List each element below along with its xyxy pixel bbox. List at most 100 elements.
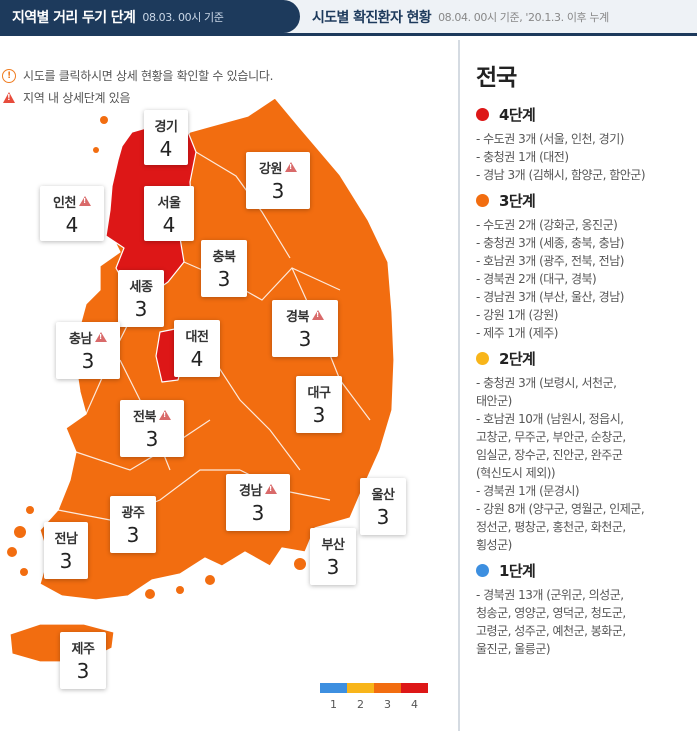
region-level: 3: [312, 403, 326, 427]
region-level: 3: [217, 267, 231, 291]
warning-icon: [3, 92, 15, 103]
level-dot-icon: [476, 564, 489, 577]
region-name: 경북: [286, 310, 309, 325]
region-level: 3: [81, 349, 95, 373]
region-incheon[interactable]: 인천 4: [40, 186, 104, 241]
region-chungnam[interactable]: 충남 3: [56, 322, 120, 379]
level-item: - 충청권 1개 (대전): [476, 150, 569, 164]
warning-icon: [94, 332, 107, 342]
level-item: 울진군, 울릉군): [476, 642, 551, 656]
legend-label: 1: [330, 698, 337, 711]
warning-notice: 지역 내 상세단계 있음: [2, 89, 131, 106]
level-item: 태안군): [476, 394, 512, 408]
warning-icon: [158, 410, 171, 420]
region-jeonnam[interactable]: 전남 3: [44, 522, 88, 579]
legend-label: 2: [357, 698, 364, 711]
level-heading: 2단계: [476, 348, 696, 369]
level-item: 청송군, 영양군, 영덕군, 청도군,: [476, 606, 626, 620]
region-gyeonggi[interactable]: 경기 4: [144, 110, 188, 165]
level-legend: 1 2 3 4: [320, 683, 428, 711]
region-gangwon[interactable]: 강원 3: [246, 152, 310, 209]
region-name: 대전: [185, 330, 209, 345]
region-sejong[interactable]: 세종 3: [118, 270, 164, 327]
region-level: 3: [76, 659, 90, 683]
tab-title: 지역별 거리 두기 단계: [12, 9, 136, 26]
tab-subtitle: 08.03. 00시 기준: [142, 10, 224, 24]
region-name: 경남: [239, 484, 262, 499]
level-item: 정선군, 평창군, 홍천군, 화천군,: [476, 520, 626, 534]
region-name: 강원: [259, 162, 282, 177]
region-name: 전북: [133, 410, 156, 425]
region-busan[interactable]: 부산 3: [310, 528, 356, 585]
region-chungbuk[interactable]: 충북 3: [201, 240, 247, 297]
legend-bar-level2: [347, 683, 374, 693]
region-name: 광주: [121, 506, 145, 521]
region-level: 3: [251, 501, 265, 525]
level-heading: 1단계: [476, 560, 696, 581]
region-level: 3: [326, 555, 340, 579]
tab-subtitle: 08.04. 00시 기준, '20.1.3. 이후 누계: [438, 10, 609, 24]
level-list: 4단계 - 수도권 3개 (서울, 인천, 경기) - 충청권 1개 (대전) - 경…: [476, 104, 696, 658]
level-item: - 충청권 3개 (보령시, 서천군,: [476, 376, 617, 390]
warning-icon: [284, 162, 297, 172]
level-item: - 제주 1개 (제주): [476, 326, 558, 340]
region-gyeongbuk[interactable]: 경북 3: [272, 300, 338, 357]
level-dot-icon: [476, 108, 489, 121]
level-item: - 수도권 2개 (강화군, 옹진군): [476, 218, 618, 232]
panel-divider: [458, 40, 460, 731]
legend-label: 3: [384, 698, 391, 711]
level-label: 4단계: [499, 106, 536, 124]
level-heading: 4단계: [476, 104, 696, 125]
region-level: 4: [65, 213, 79, 237]
tab-confirmed-cases[interactable]: 시도별 확진환자 현황 08.04. 00시 기준, '20.1.3. 이후 누…: [310, 0, 609, 33]
region-level: 3: [126, 523, 140, 547]
click-notice-text: 시도를 클릭하시면 상세 현황을 확인할 수 있습니다.: [23, 69, 274, 83]
region-seoul[interactable]: 서울 4: [144, 186, 194, 241]
level-item: 고령군, 성주군, 예천군, 봉화군,: [476, 624, 626, 638]
warning-icon: [264, 484, 277, 494]
level-item: - 강원 8개 (양구군, 영월군, 인제군,: [476, 502, 645, 516]
info-icon: !: [2, 68, 16, 83]
region-jeju[interactable]: 제주 3: [60, 632, 106, 689]
region-daejeon[interactable]: 대전 4: [174, 320, 220, 377]
level-item: - 수도권 3개 (서울, 인천, 경기): [476, 132, 624, 146]
level-items: - 경북권 13개 (군위군, 의성군, 청송군, 영양군, 영덕군, 청도군, 고…: [476, 586, 696, 658]
region-ulsan[interactable]: 울산 3: [360, 478, 406, 535]
level-item: - 호남권 3개 (광주, 전북, 전남): [476, 254, 624, 268]
level-item: - 호남권 10개 (남원시, 정읍시,: [476, 412, 624, 426]
tab-distancing-level[interactable]: 지역별 거리 두기 단계 08.03. 00시 기준: [0, 0, 300, 33]
level-item: - 충청권 3개 (세종, 충북, 충남): [476, 236, 624, 250]
region-name: 충북: [212, 250, 236, 265]
region-daegu[interactable]: 대구 3: [296, 376, 342, 433]
region-name: 전남: [54, 532, 78, 547]
legend-bar-level1: [320, 683, 347, 693]
click-notice: ! 시도를 클릭하시면 상세 현황을 확인할 수 있습니다.: [2, 67, 273, 84]
region-gwangju[interactable]: 광주 3: [110, 496, 156, 553]
region-name: 부산: [321, 538, 345, 553]
level-item: - 경남권 3개 (부산, 울산, 경남): [476, 290, 624, 304]
region-level: 4: [159, 137, 173, 161]
region-name: 인천: [53, 196, 76, 211]
level-items: - 수도권 2개 (강화군, 옹진군) - 충청권 3개 (세종, 충북, 충남)…: [476, 216, 696, 342]
level-item: - 경북권 2개 (대구, 경북): [476, 272, 597, 286]
level-item: - 경북권 13개 (군위군, 의성군,: [476, 588, 624, 602]
warning-icon: [78, 196, 91, 206]
region-jeonbuk[interactable]: 전북 3: [120, 400, 184, 457]
level-label: 3단계: [499, 192, 536, 210]
panel-title: 전국: [476, 65, 517, 91]
legend-bar-level3: [374, 683, 401, 693]
level-item: 임실군, 장수군, 진안군, 완주군: [476, 448, 623, 462]
level-heading: 3단계: [476, 190, 696, 211]
warning-icon: [311, 310, 324, 320]
level-item: - 강원 1개 (강원): [476, 308, 558, 322]
level-label: 1단계: [499, 562, 536, 580]
region-name: 대구: [307, 386, 331, 401]
region-level: 3: [145, 427, 159, 451]
region-name: 울산: [371, 488, 395, 503]
warning-icon-wrap: [2, 91, 16, 105]
region-level: 3: [271, 179, 285, 203]
level-items: - 수도권 3개 (서울, 인천, 경기) - 충청권 1개 (대전) - 경남 3…: [476, 130, 696, 184]
region-gyeongnam[interactable]: 경남 3: [226, 474, 290, 531]
region-level: 3: [59, 549, 73, 573]
level-item: - 경남 3개 (김해시, 함양군, 함안군): [476, 168, 646, 182]
